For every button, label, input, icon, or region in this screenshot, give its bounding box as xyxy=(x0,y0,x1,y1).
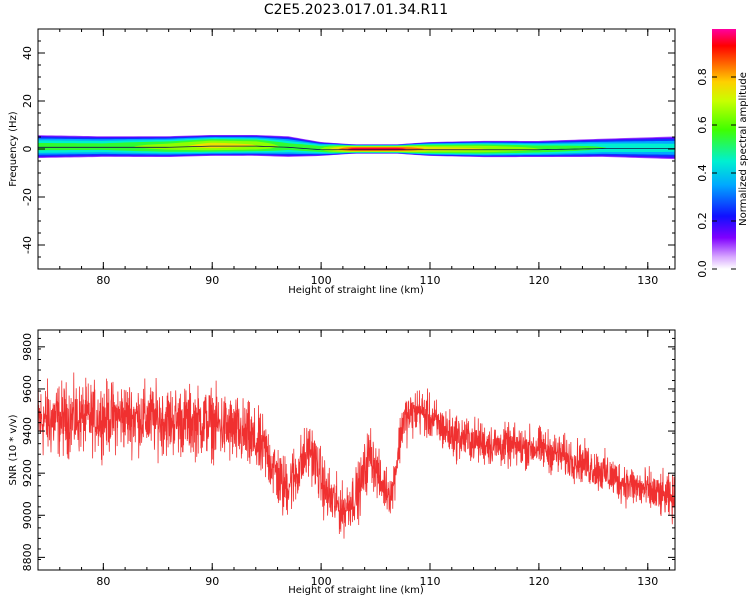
snr-x-tick-label: 90 xyxy=(205,575,219,588)
snr-y-tick-label: 9800 xyxy=(21,333,34,361)
spectrogram-heatmap xyxy=(38,134,675,160)
spectrogram-y-tick-label: 0 xyxy=(21,146,34,153)
spectrogram-panel: 80 90 100 110 120 130 -40 -20 0 20 40 Height of st… xyxy=(8,28,676,296)
colorbar: 0.0 0.2 0.4 0.6 0.8 Normalized spectral ampl… xyxy=(696,29,749,278)
colorbar-label: Normalized spectral amplitude xyxy=(738,72,749,226)
spectrogram-y-tick-label: -40 xyxy=(21,236,34,254)
spectrogram-y-label: Frequency (Hz) xyxy=(8,111,19,187)
colorbar-gradient xyxy=(712,29,736,269)
figure-title: C2E5.2023.017.01.34.R11 xyxy=(264,2,448,18)
colorbar-ticks: 0.0 0.2 0.4 0.6 0.8 xyxy=(696,68,736,278)
spectrogram-x-tick-label: 90 xyxy=(205,274,219,287)
spectrogram-y-tick-label: 40 xyxy=(21,46,34,60)
spectrogram-y-tick-label: -20 xyxy=(21,188,34,206)
snr-y-tick-label: 9400 xyxy=(21,417,34,445)
spectrogram-center-line xyxy=(38,145,675,151)
spectrogram-x-tick-label: 120 xyxy=(528,274,549,287)
snr-y-tick-label: 9600 xyxy=(21,375,34,403)
spectrogram-x-tick-label: 110 xyxy=(420,274,441,287)
colorbar-tick-label: 0.2 xyxy=(696,212,709,230)
snr-series-line xyxy=(38,372,675,539)
snr-y-tick-label: 9000 xyxy=(21,501,34,529)
snr-x-label: Height of straight line (km) xyxy=(288,585,424,596)
colorbar-tick-label: 0.6 xyxy=(696,116,709,134)
snr-x-tick-label: 130 xyxy=(637,575,658,588)
colorbar-tick-label: 0.4 xyxy=(696,164,709,182)
snr-x-tick-label: 110 xyxy=(420,575,441,588)
spectrogram-x-tick-label: 80 xyxy=(96,274,110,287)
spectrogram-x-label: Height of straight line (km) xyxy=(288,285,424,296)
spectrogram-y-tick-label: 20 xyxy=(21,94,34,108)
snr-frame xyxy=(37,329,676,571)
colorbar-tick-label: 0.8 xyxy=(696,68,709,86)
spectrogram-x-tick-label: 130 xyxy=(637,274,658,287)
colorbar-tick-label: 0.0 xyxy=(696,260,709,278)
spectrogram-contour xyxy=(38,145,675,151)
snr-y-tick-label: 8800 xyxy=(21,543,34,571)
spectrogram-ticks: 80 90 100 110 120 130 -40 -20 0 20 40 xyxy=(21,28,675,287)
snr-ticks: 80 90 100 110 120 130 8800 9000 9200 9400 9600 9800 xyxy=(21,330,675,588)
spectrogram-x-tick-label: 100 xyxy=(311,274,332,287)
snr-panel: 80 90 100 110 120 130 8800 9000 9200 9400 9600 9800… xyxy=(8,329,676,596)
snr-x-tick-label: 100 xyxy=(311,575,332,588)
snr-y-tick-label: 9200 xyxy=(21,459,34,487)
snr-x-tick-label: 120 xyxy=(528,575,549,588)
snr-x-tick-label: 80 xyxy=(96,575,110,588)
snr-y-label: SNR (10 * v/v) xyxy=(8,414,19,485)
